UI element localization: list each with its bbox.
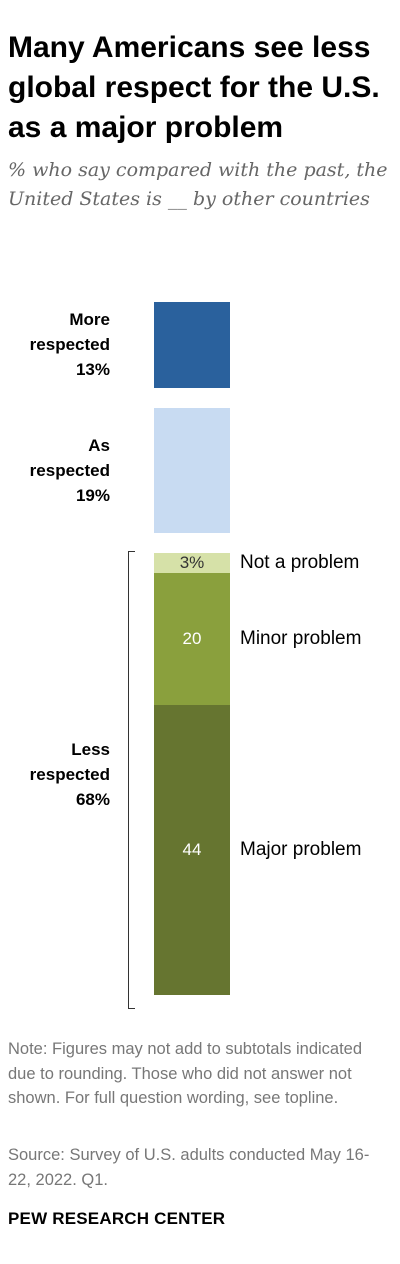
- chart-source: Source: Survey of U.S. adults conducted …: [8, 1146, 370, 1189]
- bar-value-major-problem: 44: [182, 840, 202, 860]
- chart-subtitle: % who say compared with the past, the Un…: [8, 159, 388, 210]
- category-value: 13%: [75, 360, 110, 380]
- brand-name: PEW RESEARCH CENTER: [8, 1209, 226, 1228]
- bar-segment-not-a-problem: [154, 553, 230, 573]
- category-name-word: respected: [29, 764, 110, 784]
- segment-label-minor-problem: Minor problem: [240, 628, 362, 649]
- bar-value-not-a-problem: 3%: [179, 553, 205, 573]
- chart-note: Note: Figures may not add to subtotals i…: [8, 1040, 363, 1107]
- category-name-word: Less: [71, 739, 110, 759]
- bar-segment-major-problem: [154, 705, 230, 996]
- less-respected-bracket: [128, 551, 135, 1009]
- category-name-word: As: [88, 436, 110, 455]
- bar-segment-minor-problem: [154, 573, 230, 705]
- category-label-as-respected: As respected 19%: [0, 433, 110, 508]
- bar-value-minor-problem: 20: [182, 629, 202, 648]
- category-label-more-respected: More respected 13%: [0, 307, 110, 382]
- segment-label-not-a-problem: Not a problem: [240, 552, 360, 574]
- category-label-less-respected: Less respected 68%: [0, 737, 110, 812]
- category-name-word: respected: [29, 335, 110, 355]
- category-value: 19%: [75, 486, 110, 505]
- category-value: 68%: [75, 789, 110, 809]
- category-name-word: respected: [29, 461, 110, 480]
- bar-as-respected: [154, 407, 230, 534]
- category-name-word: More: [69, 310, 110, 330]
- bar-more-respected: [154, 302, 230, 388]
- segment-label-major-problem: Major problem: [240, 839, 362, 861]
- chart-title: Many Americans see less global respect f…: [8, 31, 380, 144]
